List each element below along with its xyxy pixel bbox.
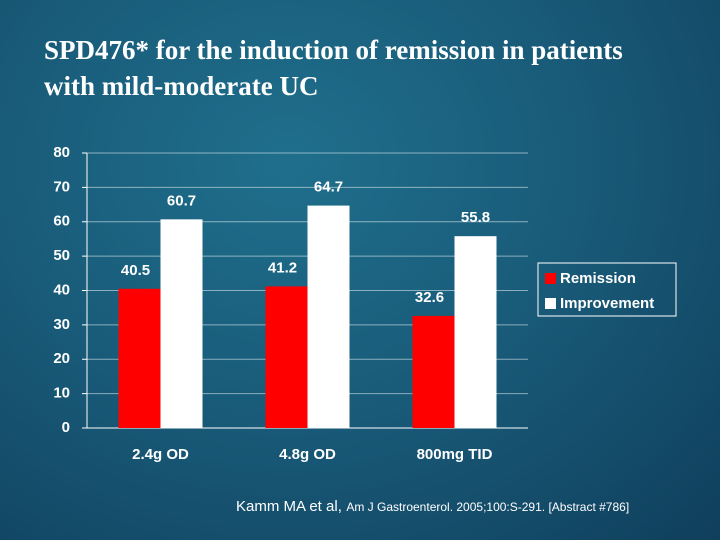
y-tick-label: 40: [53, 281, 70, 298]
bar: [265, 286, 308, 428]
y-tick-label: 10: [53, 385, 70, 402]
value-label: 55.8: [461, 209, 490, 226]
y-tick-label: 50: [53, 247, 70, 264]
value-label: 41.2: [268, 259, 297, 276]
chart-title: SPD476* for the induction of remission i…: [44, 35, 623, 101]
value-label: 60.7: [167, 192, 196, 209]
footnote-reference: Am J Gastroenterol. 2005;100:S-291. [Abs…: [346, 500, 630, 514]
value-label: 40.5: [121, 262, 150, 279]
y-tick-label: 70: [53, 178, 70, 195]
bar: [160, 219, 203, 428]
y-tick-label: 80: [53, 144, 70, 161]
bar: [307, 205, 350, 428]
value-label: 32.6: [415, 289, 444, 306]
legend-label: Remission: [560, 270, 636, 287]
y-tick-label: 0: [62, 419, 70, 436]
footnote: Kamm MA et al, Am J Gastroenterol. 2005;…: [236, 498, 629, 516]
legend-box: [537, 262, 677, 317]
footnote-author: Kamm MA et al,: [236, 498, 342, 515]
legend-label: Improvement: [560, 295, 654, 312]
legend-swatch: [545, 273, 556, 284]
y-tick-label: 20: [53, 350, 70, 367]
bar: [118, 288, 161, 428]
legend-swatch: [545, 298, 556, 309]
x-tick-label: 800mg TID: [417, 446, 493, 463]
x-tick-label: 2.4g OD: [132, 446, 189, 463]
bar: [454, 236, 497, 428]
x-tick-label: 4.8g OD: [279, 446, 336, 463]
bar: [412, 315, 455, 428]
y-tick-label: 30: [53, 316, 70, 333]
value-label: 64.7: [314, 179, 343, 196]
y-tick-label: 60: [53, 213, 70, 230]
